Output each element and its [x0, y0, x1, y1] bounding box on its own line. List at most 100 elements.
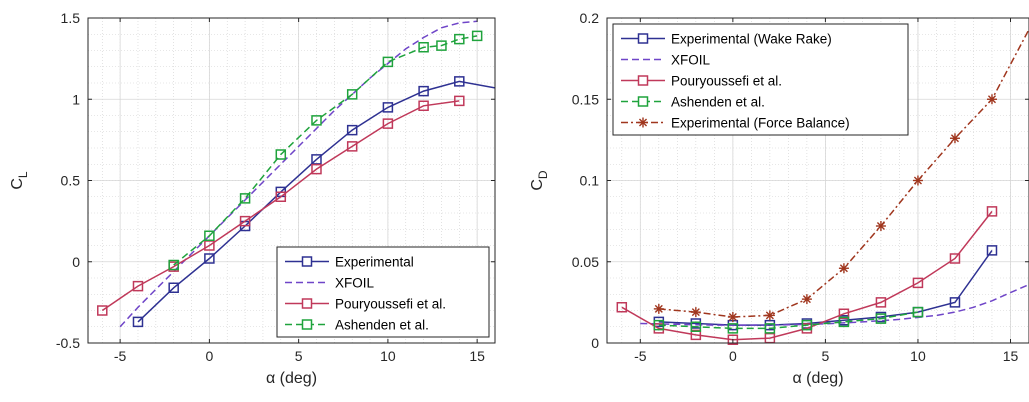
x-tick-label: 5 — [295, 348, 303, 364]
x-axis-label: α (deg) — [266, 370, 317, 387]
x-tick-label: 15 — [469, 348, 485, 364]
legend-entry: Pouryoussefi et al. — [285, 297, 446, 312]
data-point — [168, 282, 179, 293]
data-point — [454, 76, 465, 87]
y-tick-label: 0.1 — [580, 173, 600, 189]
series-5 — [653, 29, 1029, 322]
data-point — [132, 280, 144, 292]
x-tick-label: 0 — [205, 348, 213, 364]
data-point — [204, 230, 215, 241]
legend-label: Experimental (Wake Rake) — [671, 32, 832, 47]
y-tick-label: 0.15 — [572, 91, 599, 107]
y-tick-label: -0.5 — [56, 335, 80, 351]
series-2 — [119, 20, 478, 328]
data-point — [764, 323, 776, 334]
legend-swatch-marker — [637, 75, 649, 86]
data-point — [168, 259, 179, 271]
data-point — [986, 245, 998, 256]
data-point — [949, 253, 961, 264]
data-point — [801, 319, 813, 331]
data-point — [875, 297, 887, 308]
legend-entry: XFOIL — [621, 53, 711, 68]
legend-entry: XFOIL — [285, 276, 375, 291]
data-point — [275, 149, 287, 160]
data-point — [346, 141, 358, 152]
data-point — [838, 316, 850, 328]
y-tick-label: 1.5 — [61, 10, 81, 26]
legend-label: Pouryoussefi et al. — [671, 74, 782, 89]
data-point — [727, 323, 739, 334]
asterisk-stroke — [765, 311, 774, 320]
data-point — [653, 303, 664, 314]
data-point — [418, 42, 429, 53]
data-point — [690, 307, 701, 318]
y-tick-label: 0.2 — [580, 10, 600, 26]
legend-label: Ashenden et al. — [335, 318, 429, 333]
x-tick-label: 15 — [1003, 348, 1019, 364]
asterisk-stroke — [654, 304, 663, 313]
data-point — [727, 312, 738, 322]
data-point — [346, 124, 358, 136]
legend-swatch-marker — [637, 33, 649, 44]
data-point — [97, 305, 108, 316]
y-axis-label: CD — [529, 170, 550, 191]
data-point — [653, 319, 665, 331]
asterisk-stroke — [876, 221, 885, 231]
legend-entry: Experimental — [285, 255, 414, 270]
x-tick-label: 5 — [822, 348, 830, 364]
data-point — [132, 316, 144, 328]
data-point — [454, 33, 465, 45]
data-point — [311, 115, 322, 126]
data-point — [436, 40, 447, 51]
data-point — [418, 85, 429, 97]
x-tick-label: 0 — [729, 348, 737, 364]
data-point — [949, 297, 961, 308]
y-tick-label: 0.5 — [61, 173, 81, 189]
x-tick-label: -5 — [634, 348, 647, 364]
x-axis-label: α (deg) — [792, 370, 843, 387]
data-point — [382, 118, 394, 129]
asterisk-stroke — [728, 312, 737, 322]
y-tick-label: 0.05 — [572, 254, 599, 270]
data-point — [986, 94, 997, 105]
series-line — [621, 210, 993, 341]
series-line — [101, 100, 460, 312]
data-point — [727, 334, 739, 345]
chart-panel-2: -5 0 5 10 15 0 0.05 0.1 0.15 0.2 α (deg) CD Experime… — [529, 10, 1029, 387]
legend-entry: Ashenden et al. — [285, 318, 429, 333]
series-3 — [97, 95, 465, 316]
data-point — [382, 56, 394, 68]
y-axis-label: CL — [9, 171, 30, 190]
data-point — [311, 163, 322, 175]
legend-label: Experimental — [335, 255, 414, 270]
asterisk-stroke — [802, 295, 811, 304]
data-point — [690, 329, 702, 341]
asterisk-stroke — [839, 264, 848, 273]
legend-entry: Experimental (Wake Rake) — [621, 32, 832, 47]
data-point — [418, 100, 429, 111]
data-point — [346, 89, 358, 100]
data-point — [838, 263, 849, 274]
data-point — [949, 133, 960, 144]
y-tick-label: 1 — [72, 91, 80, 107]
legend-label: XFOIL — [335, 276, 375, 291]
series-line — [173, 35, 478, 266]
data-point — [382, 102, 394, 113]
x-tick-label: -5 — [114, 348, 127, 364]
legend-swatch-marker — [301, 298, 313, 309]
legend-entry: Experimental (Force Balance) — [621, 116, 850, 131]
series-line — [119, 20, 478, 328]
legend-swatch-marker — [637, 96, 649, 107]
chart-panel-1: -5 0 5 10 15 -0.5 0 0.5 1 1.5 α (deg) CL Experimenta… — [9, 10, 496, 387]
asterisk-stroke — [950, 134, 959, 143]
data-point — [454, 95, 465, 107]
legend-entry: Ashenden et al. — [621, 95, 765, 110]
data-point — [912, 306, 924, 318]
x-tick-label: 10 — [910, 348, 926, 364]
legend: Experimental XFOIL Pouryoussefi et al. Ashe… — [276, 246, 490, 338]
data-point — [875, 313, 887, 324]
series-2 — [640, 283, 1029, 326]
data-point — [801, 294, 812, 305]
data-point — [239, 215, 251, 227]
